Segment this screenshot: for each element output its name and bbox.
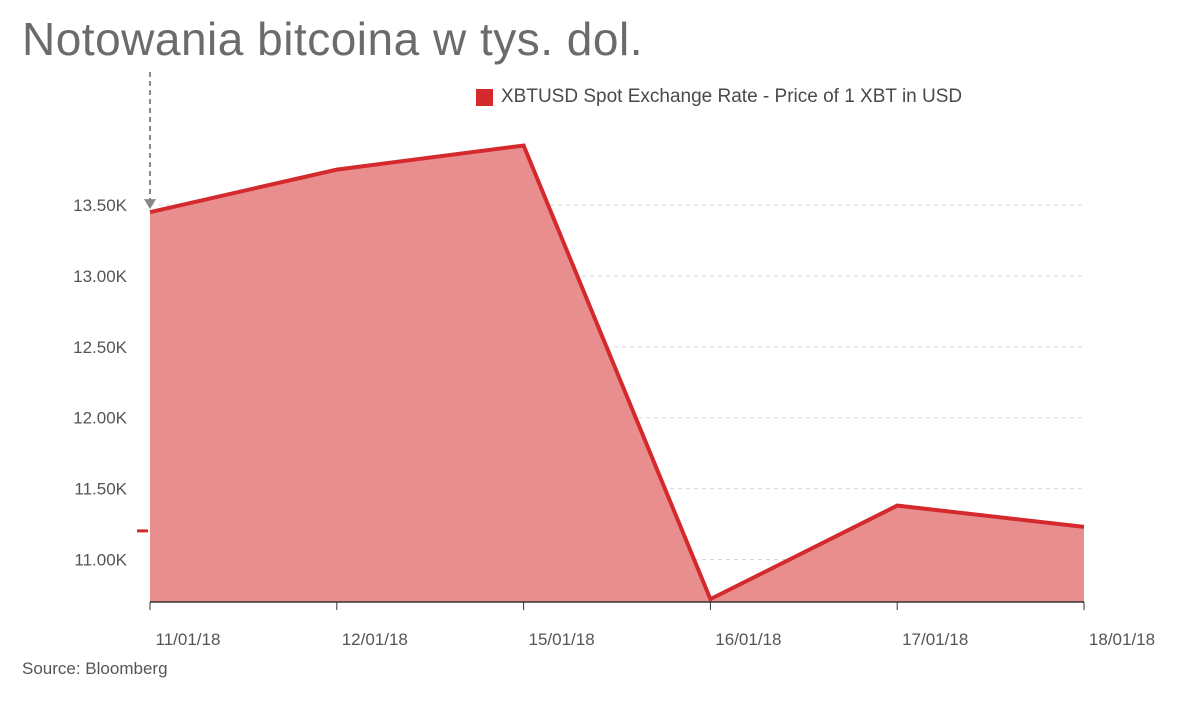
x-tick-label: 11/01/18 (156, 630, 221, 649)
source-note: Source: Bloomberg (22, 659, 168, 678)
y-tick-label: 11.00K (74, 550, 127, 569)
legend: XBTUSD Spot Exchange Rate - Price of 1 X… (476, 86, 962, 108)
y-tick-label: 11.50K (74, 480, 127, 499)
x-tick-label: 16/01/18 (715, 630, 781, 649)
y-tick-label: 12.50K (73, 338, 128, 357)
x-tick-label: 12/01/18 (342, 630, 408, 649)
x-tick-label: 15/01/18 (529, 630, 595, 649)
legend-label: XBTUSD Spot Exchange Rate - Price of 1 X… (501, 86, 963, 107)
y-tick-label: 12.00K (73, 409, 128, 428)
x-tick-label: 17/01/18 (902, 630, 968, 649)
legend-swatch (476, 88, 493, 106)
series-line (149, 143, 1085, 602)
y-tick-label: 13.00K (73, 267, 128, 286)
crosshair-arrow (144, 199, 156, 210)
y-tick-label: 13.50K (73, 196, 128, 215)
chart-title: Notowania bitcoina w tys. dol. (22, 13, 643, 65)
x-tick-label: 18/01/18 (1089, 630, 1155, 649)
